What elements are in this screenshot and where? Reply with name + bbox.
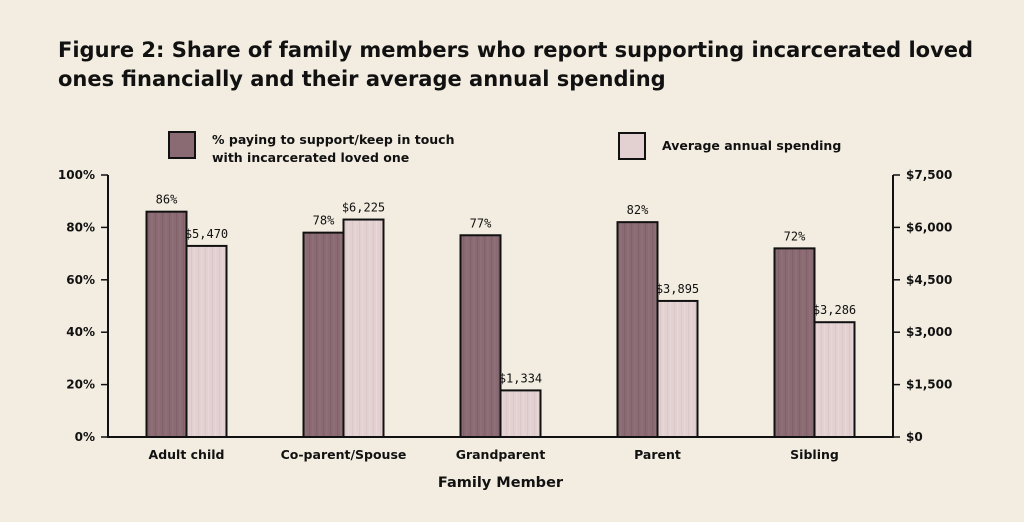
- bar-percent-paying: [302, 231, 345, 438]
- bar-percent-paying: [459, 234, 502, 438]
- legend-swatch-light: [618, 132, 646, 160]
- x-tick-label: Parent: [634, 447, 681, 462]
- x-tick-label: Co-parent/Spouse: [281, 447, 407, 462]
- data-label-spending: $3,895: [656, 282, 699, 296]
- x-tick-label: Grandparent: [456, 447, 546, 462]
- legend-label-percent-paying: % paying to support/keep in touch with i…: [212, 132, 455, 165]
- bar-average-spending: [656, 299, 699, 438]
- data-label-spending: $5,470: [185, 227, 228, 241]
- y-tick-label-left: 0%: [75, 430, 95, 444]
- data-label-percent: 78%: [313, 214, 335, 228]
- data-label-spending: $6,225: [342, 201, 385, 215]
- data-label-percent: 72%: [784, 229, 806, 243]
- data-label-spending: $1,334: [499, 371, 542, 385]
- y-tick-label-left: 20%: [66, 378, 95, 392]
- y-tick-label-right: $7,500: [906, 168, 952, 182]
- bar-percent-paying: [145, 210, 188, 438]
- y-tick-label-right: $1,500: [906, 378, 952, 392]
- y-tick-label-right: $0: [906, 430, 923, 444]
- x-tick-label: Adult child: [149, 447, 225, 462]
- x-axis-title: Family Member: [438, 475, 564, 491]
- y-tick-label-right: $3,000: [906, 325, 952, 339]
- data-label-percent: 77%: [470, 216, 492, 230]
- legend-label-average-spending: Average annual spending: [662, 138, 842, 153]
- legend-item-average-spending: Average annual spending: [618, 132, 932, 160]
- chart-title: Figure 2: Share of family members who re…: [58, 38, 974, 91]
- legend-item-percent-paying: % paying to support/keep in touch with i…: [168, 131, 482, 167]
- legend-swatch-dark: [168, 131, 196, 159]
- data-label-percent: 86%: [156, 193, 178, 207]
- data-label-percent: 82%: [627, 203, 649, 217]
- y-tick-label-left: 80%: [66, 220, 95, 234]
- y-tick-label-left: 40%: [66, 325, 95, 339]
- y-tick-label-right: $6,000: [906, 220, 952, 234]
- bar-percent-paying: [616, 221, 659, 438]
- bar-average-spending: [499, 389, 542, 438]
- bar-average-spending: [813, 321, 856, 439]
- data-label-spending: $3,286: [813, 303, 856, 317]
- bar-average-spending: [185, 244, 228, 438]
- y-tick-label-right: $4,500: [906, 273, 952, 287]
- bar-percent-paying: [773, 247, 816, 438]
- y-tick-label-left: 60%: [66, 273, 95, 287]
- bar-average-spending: [342, 218, 385, 438]
- x-tick-label: Sibling: [790, 447, 839, 462]
- y-tick-label-left: 100%: [58, 168, 95, 182]
